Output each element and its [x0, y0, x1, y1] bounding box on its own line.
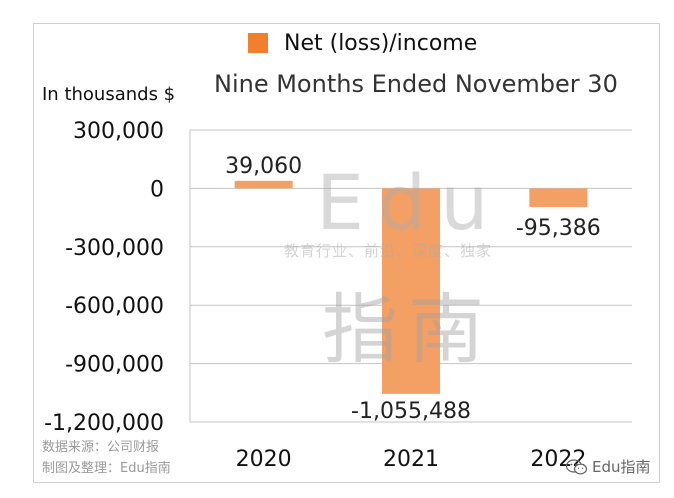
- legend-label: Net (loss)/income: [284, 30, 478, 56]
- bar-2020: [234, 180, 293, 189]
- data-label: -95,386: [516, 216, 601, 241]
- y-tick-label: -900,000: [65, 353, 164, 378]
- y-tick-label: -600,000: [65, 294, 164, 319]
- x-tick-label: 2021: [383, 447, 439, 472]
- unit-label: In thousands $: [42, 84, 176, 105]
- legend: Net (loss)/income: [248, 30, 477, 56]
- bar-2021: [382, 188, 440, 394]
- y-tick-label: 0: [150, 177, 164, 202]
- data-label: 39,060: [225, 154, 302, 179]
- y-tick-label: -300,000: [65, 236, 164, 261]
- chart-frame: [33, 23, 660, 483]
- bar-2022: [529, 188, 588, 207]
- y-tick-label: -1,200,000: [44, 411, 164, 436]
- data-label: -1,055,488: [351, 399, 471, 424]
- brand-corner: Edu指南: [566, 456, 651, 477]
- source-line-1: 数据来源：公司财报: [42, 440, 160, 455]
- brand-corner-text: Edu指南: [592, 458, 651, 476]
- source-line-2: 制图及整理：Edu指南: [42, 461, 171, 476]
- legend-swatch: [248, 33, 268, 53]
- y-tick-label: 300,000: [73, 119, 164, 144]
- chart-subtitle: Nine Months Ended November 30: [214, 70, 618, 98]
- wechat-icon: [566, 458, 588, 474]
- x-tick-label: 2020: [236, 447, 292, 472]
